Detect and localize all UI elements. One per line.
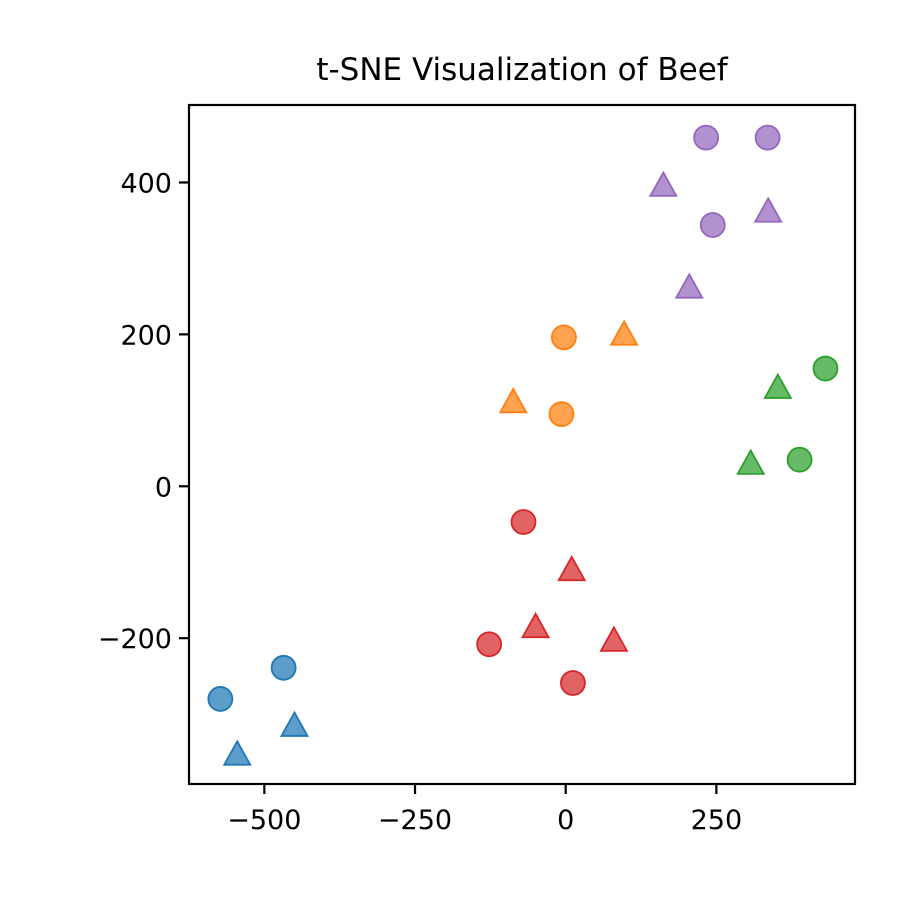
point-circle [550,324,577,351]
point-triangle [599,625,629,652]
x-tick-label: 0 [557,805,574,836]
point-circle [560,670,586,696]
point-circle [510,509,537,535]
point-triangle [222,739,252,766]
point-circle [270,654,297,681]
point-triangle [648,170,678,197]
point-circle [786,446,813,473]
point-triangle [763,372,793,399]
point-circle [693,124,720,151]
data-points [207,124,839,766]
point-triangle [557,554,587,582]
plot-frame [187,103,857,786]
point-circle [812,355,839,382]
point-triangle [521,611,551,639]
point-circle [754,124,781,151]
y-tick-label: 0 [155,472,172,503]
point-triangle [674,272,704,299]
point-circle [699,212,726,238]
point-triangle [753,196,783,223]
y-tick-label: 200 [120,320,172,351]
x-tick-label: −250 [378,805,452,836]
point-circle [207,686,234,712]
y-tick-label: −200 [98,624,172,655]
point-triangle [498,387,528,414]
chart-title: t-SNE Visualization of Beef [316,52,728,88]
y-tick-label: 400 [120,168,172,199]
axis-ticks: −500 −250 0 250 −200 0 200 400 [98,168,742,836]
point-triangle [736,448,766,475]
x-tick-label: 250 [691,805,743,836]
point-triangle [609,319,639,346]
point-triangle [279,710,310,737]
point-circle [476,631,503,658]
point-circle [548,401,575,428]
x-tick-label: −500 [227,805,301,836]
